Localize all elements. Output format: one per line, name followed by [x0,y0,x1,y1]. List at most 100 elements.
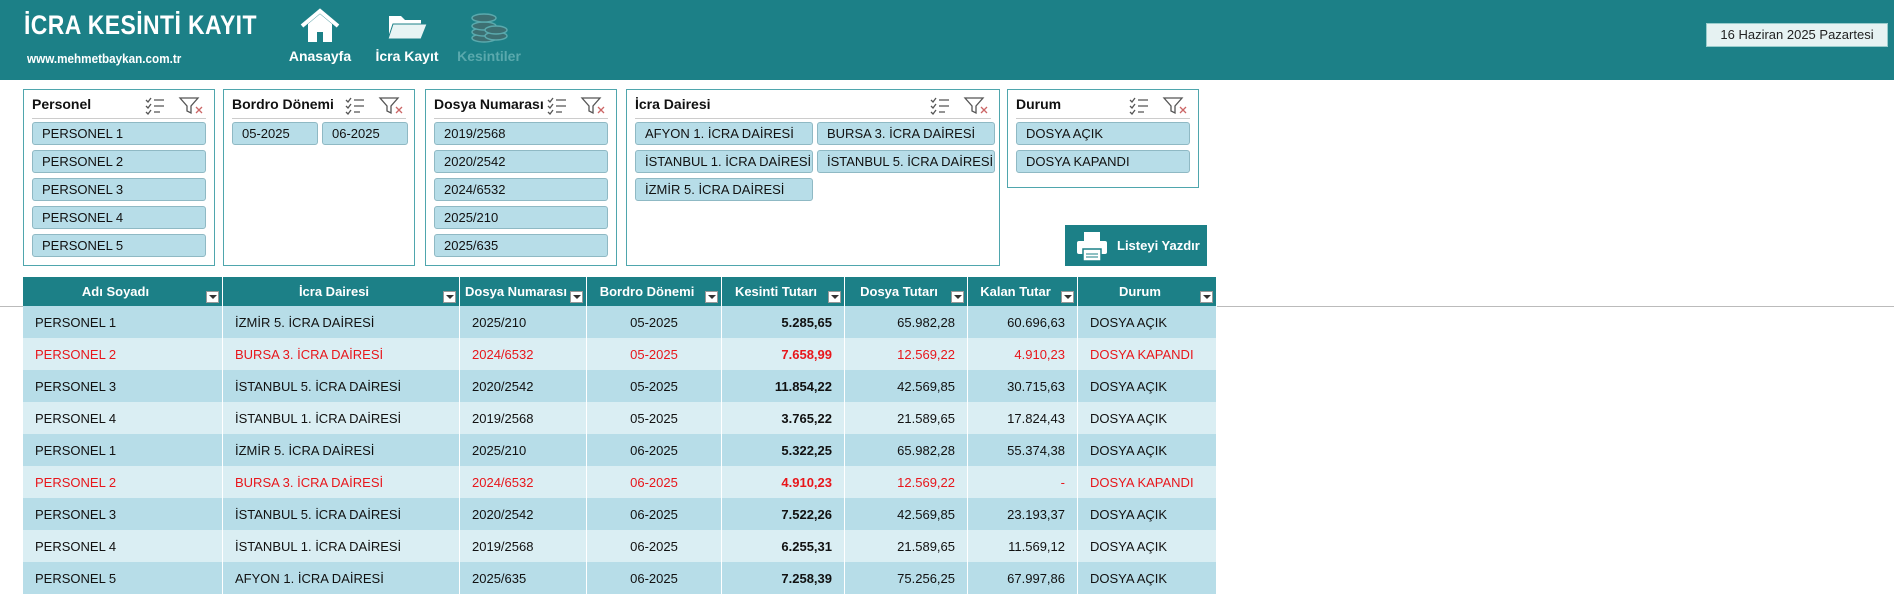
table-cell: 42.569,85 [844,370,968,402]
slicer-item[interactable]: DOSYA KAPANDI [1016,150,1190,173]
column-title: Adı Soyadı [81,284,150,299]
slicer-item[interactable]: İSTANBUL 1. İCRA DAİRESİ [635,150,813,173]
slicer-divider [1016,118,1190,119]
column-header: Kesinti Tutarı [721,277,845,306]
table-cell: PERSONEL 3 [23,498,223,530]
home-icon [300,8,340,42]
table-cell: 7.658,99 [721,338,845,370]
table-cell: 11.569,12 [967,530,1078,562]
table-cell: İZMİR 5. İCRA DAİRESİ [222,306,460,338]
slicer-item[interactable]: 06-2025 [322,122,408,145]
table-cell: 55.374,38 [967,434,1078,466]
app-title: İCRA KESİNTİ KAYIT [24,10,257,40]
column-title: İcra Dairesi [298,284,370,299]
table-cell: İSTANBUL 5. İCRA DAİRESİ [222,498,460,530]
date-box: 16 Haziran 2025 Pazartesi [1706,23,1888,47]
slicer-item[interactable]: 2024/6532 [434,178,608,201]
table-cell: AFYON 1. İCRA DAİRESİ [222,562,460,594]
slicer-item[interactable]: AFYON 1. İCRA DAİRESİ [635,122,813,145]
table-cell: 3.765,22 [721,402,845,434]
table-cell: 06-2025 [586,434,722,466]
slicer-divider [232,118,406,119]
table-row: PERSONEL 5 AFYON 1. İCRA DAİRESİ 2025/635 0… [23,562,1217,594]
filter-dropdown[interactable] [951,291,964,303]
table-cell: DOSYA AÇIK [1077,434,1217,466]
table-cell: 2025/210 [459,434,587,466]
table-cell: 05-2025 [586,370,722,402]
table-row: PERSONEL 3 İSTANBUL 5. İCRA DAİRESİ 2020/2… [23,498,1217,530]
filter-dropdown[interactable] [1200,291,1213,303]
table-cell: DOSYA KAPANDI [1077,338,1217,370]
table-cell: 2025/635 [459,562,587,594]
nav-icra-kayit[interactable]: İcra Kayıt [367,8,447,64]
slicer-title: Personel [32,96,92,112]
table-cell: 2024/6532 [459,466,587,498]
nav-home[interactable]: Anasayfa [280,8,360,64]
filter-dropdown[interactable] [1061,291,1074,303]
slicer-item[interactable]: PERSONEL 5 [32,234,206,257]
table-cell: PERSONEL 1 [23,306,223,338]
slicer-item[interactable]: PERSONEL 2 [32,150,206,173]
table-cell: 60.696,63 [967,306,1078,338]
slicer-item[interactable]: İZMİR 5. İCRA DAİRESİ [635,178,813,201]
table-cell: - [967,466,1078,498]
table-cell: 2024/6532 [459,338,587,370]
table-cell: DOSYA AÇIK [1077,562,1217,594]
slicer-item[interactable]: BURSA 3. İCRA DAİRESİ [817,122,995,145]
slicer-buttons[interactable] [1128,95,1192,120]
nav-label: İcra Kayıt [375,48,439,64]
slicer-buttons[interactable] [144,95,208,120]
table-row: PERSONEL 1 İZMİR 5. İCRA DAİRESİ 2025/210 0… [23,434,1217,466]
slicer-item[interactable]: DOSYA AÇIK [1016,122,1190,145]
table-cell: PERSONEL 2 [23,466,223,498]
data-table: Adı Soyadı İcra Dairesi Dosya Numarası Bord… [23,277,1217,594]
table-cell: 2020/2542 [459,370,587,402]
slicer-item[interactable]: 2020/2542 [434,150,608,173]
nav-kesintiler[interactable]: Kesintiler [449,8,529,64]
column-title: Bordro Dönemi [599,284,695,299]
table-cell: 2019/2568 [459,530,587,562]
filter-dropdown[interactable] [443,291,456,303]
table-row: PERSONEL 4 İSTANBUL 1. İCRA DAİRESİ 2019/2… [23,530,1217,562]
table-cell: DOSYA AÇIK [1077,402,1217,434]
coins-icon [471,13,508,43]
filter-dropdown[interactable] [570,291,583,303]
table-cell: 7.522,26 [721,498,845,530]
header: İCRA KESİNTİ KAYIT www.mehmetbaykan.com.… [0,0,1894,80]
slicer-title: İcra Dairesi [635,96,711,112]
table-cell: PERSONEL 5 [23,562,223,594]
slicer-buttons[interactable] [344,95,408,120]
website: www.mehmetbaykan.com.tr [27,51,182,66]
table-cell: İSTANBUL 5. İCRA DAİRESİ [222,370,460,402]
slicer-buttons[interactable] [929,95,993,120]
slicer-item[interactable]: PERSONEL 1 [32,122,206,145]
slicer-item[interactable]: 2025/210 [434,206,608,229]
slicer-buttons[interactable] [546,95,610,120]
filter-dropdown[interactable] [206,291,219,303]
table-cell: 4.910,23 [967,338,1078,370]
slicer-item[interactable]: PERSONEL 3 [32,178,206,201]
column-header: Adı Soyadı [23,277,223,306]
slicer: İcra Dairesi AFYON 1. İCRA DAİRESİ BURSA 3… [626,89,1000,266]
table-row: PERSONEL 2 BURSA 3. İCRA DAİRESİ 2024/6532… [23,338,1217,370]
table-row: PERSONEL 2 BURSA 3. İCRA DAİRESİ 2024/6532… [23,466,1217,498]
slicer-item[interactable]: 2019/2568 [434,122,608,145]
slicer-item[interactable]: PERSONEL 4 [32,206,206,229]
slicer-item[interactable]: İSTANBUL 5. İCRA DAİRESİ [817,150,995,173]
filter-dropdown[interactable] [828,291,841,303]
column-header: İcra Dairesi [222,277,460,306]
table-cell: DOSYA AÇIK [1077,370,1217,402]
slicer-item[interactable]: 05-2025 [232,122,318,145]
table-cell: PERSONEL 1 [23,434,223,466]
folder-icon [387,16,428,40]
table-cell: 21.589,65 [844,402,968,434]
filter-dropdown[interactable] [705,291,718,303]
print-button[interactable]: Listeyi Yazdır [1065,225,1207,266]
slicer-title: Dosya Numarası [434,96,544,112]
slicer-item[interactable]: 2025/635 [434,234,608,257]
table-cell: 5.322,25 [721,434,845,466]
table-cell: 30.715,63 [967,370,1078,402]
table-cell: 5.285,65 [721,306,845,338]
table-cell: 05-2025 [586,402,722,434]
